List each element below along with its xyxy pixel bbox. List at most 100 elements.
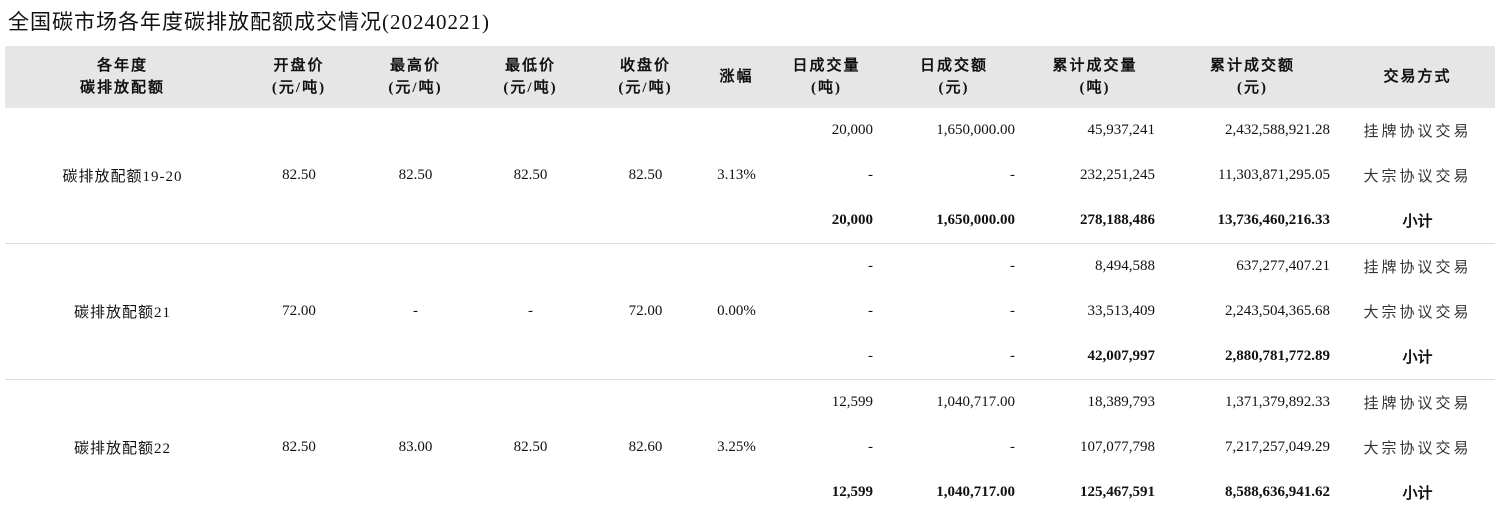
header-line: (元/吨) [358, 77, 473, 99]
header-close-price: 收盘价(元/吨) [588, 46, 703, 108]
header-line: 交易方式 [1340, 66, 1495, 88]
header-line: (元) [1165, 77, 1340, 99]
cumulative-volume: 42,007,997 [1025, 334, 1165, 380]
carbon-trading-table: 各年度碳排放配额开盘价(元/吨)最高价(元/吨)最低价(元/吨)收盘价(元/吨)… [5, 46, 1495, 515]
change-percent: 0.00% [703, 244, 770, 380]
low-price: - [473, 244, 588, 380]
change-percent: 3.25% [703, 380, 770, 515]
header-line: 各年度 [5, 55, 240, 77]
daily-amount: - [883, 289, 1025, 334]
header-line: (元/吨) [473, 77, 588, 99]
daily-amount: 1,040,717.00 [883, 380, 1025, 426]
page-title: 全国碳市场各年度碳排放配额成交情况(20240221) [8, 6, 490, 36]
header-cumulative-volume: 累计成交量(吨) [1025, 46, 1165, 108]
trade-method: 挂牌协议交易 [1340, 108, 1495, 153]
allowance-name: 碳排放配额19-20 [5, 108, 240, 244]
trade-method: 大宗协议交易 [1340, 425, 1495, 470]
allowance-name: 碳排放配额21 [5, 244, 240, 380]
daily-volume: - [770, 153, 883, 198]
cumulative-amount: 1,371,379,892.33 [1165, 380, 1340, 426]
open-price: 82.50 [240, 380, 358, 515]
header-line: (元/吨) [240, 77, 358, 99]
header-trade-method: 交易方式 [1340, 46, 1495, 108]
header-line: 最低价 [473, 55, 588, 77]
daily-volume: - [770, 244, 883, 290]
cumulative-volume: 232,251,245 [1025, 153, 1165, 198]
daily-volume: 12,599 [770, 470, 883, 515]
header-line: (吨) [770, 77, 883, 99]
header-cumulative-amount: 累计成交额(元) [1165, 46, 1340, 108]
daily-amount: 1,650,000.00 [883, 198, 1025, 244]
header-line: 累计成交量 [1025, 55, 1165, 77]
daily-amount: - [883, 334, 1025, 380]
close-price: 82.50 [588, 108, 703, 244]
trade-method: 小计 [1340, 470, 1495, 515]
cumulative-volume: 125,467,591 [1025, 470, 1165, 515]
daily-amount: - [883, 153, 1025, 198]
allowance-name: 碳排放配额22 [5, 380, 240, 515]
change-percent: 3.13% [703, 108, 770, 244]
cumulative-amount: 8,588,636,941.62 [1165, 470, 1340, 515]
trade-method: 挂牌协议交易 [1340, 244, 1495, 290]
cumulative-amount: 2,243,504,365.68 [1165, 289, 1340, 334]
header-line: 日成交量 [770, 55, 883, 77]
trade-method: 大宗协议交易 [1340, 153, 1495, 198]
daily-amount: - [883, 244, 1025, 290]
daily-volume: - [770, 334, 883, 380]
daily-volume: 20,000 [770, 198, 883, 244]
header-row: 各年度碳排放配额开盘价(元/吨)最高价(元/吨)最低价(元/吨)收盘价(元/吨)… [5, 46, 1495, 108]
daily-volume: - [770, 289, 883, 334]
trade-method: 大宗协议交易 [1340, 289, 1495, 334]
low-price: 82.50 [473, 380, 588, 515]
close-price: 72.00 [588, 244, 703, 380]
daily-volume: 12,599 [770, 380, 883, 426]
daily-amount: - [883, 425, 1025, 470]
cumulative-volume: 278,188,486 [1025, 198, 1165, 244]
cumulative-amount: 637,277,407.21 [1165, 244, 1340, 290]
header-line: 最高价 [358, 55, 473, 77]
header-line: 收盘价 [588, 55, 703, 77]
trade-method: 小计 [1340, 334, 1495, 380]
cumulative-amount: 2,880,781,772.89 [1165, 334, 1340, 380]
close-price: 82.60 [588, 380, 703, 515]
header-daily-volume: 日成交量(吨) [770, 46, 883, 108]
header-line: (元) [883, 77, 1025, 99]
header-line: 开盘价 [240, 55, 358, 77]
cumulative-amount: 11,303,871,295.05 [1165, 153, 1340, 198]
high-price: 83.00 [358, 380, 473, 515]
cumulative-volume: 8,494,588 [1025, 244, 1165, 290]
header-high-price: 最高价(元/吨) [358, 46, 473, 108]
header-line: 累计成交额 [1165, 55, 1340, 77]
low-price: 82.50 [473, 108, 588, 244]
daily-amount: 1,650,000.00 [883, 108, 1025, 153]
trade-method: 挂牌协议交易 [1340, 380, 1495, 426]
header-line: 日成交额 [883, 55, 1025, 77]
cumulative-volume: 107,077,798 [1025, 425, 1165, 470]
cumulative-amount: 2,432,588,921.28 [1165, 108, 1340, 153]
header-open-price: 开盘价(元/吨) [240, 46, 358, 108]
high-price: - [358, 244, 473, 380]
daily-volume: 20,000 [770, 108, 883, 153]
header-line: (元/吨) [588, 77, 703, 99]
open-price: 72.00 [240, 244, 358, 380]
cumulative-amount: 13,736,460,216.33 [1165, 198, 1340, 244]
header-daily-amount: 日成交额(元) [883, 46, 1025, 108]
header-year-allowance: 各年度碳排放配额 [5, 46, 240, 108]
cumulative-amount: 7,217,257,049.29 [1165, 425, 1340, 470]
daily-amount: 1,040,717.00 [883, 470, 1025, 515]
open-price: 82.50 [240, 108, 358, 244]
header-line: 碳排放配额 [5, 77, 240, 99]
header-change: 涨幅 [703, 46, 770, 108]
header-low-price: 最低价(元/吨) [473, 46, 588, 108]
header-line: (吨) [1025, 77, 1165, 99]
high-price: 82.50 [358, 108, 473, 244]
trade-method: 小计 [1340, 198, 1495, 244]
daily-volume: - [770, 425, 883, 470]
header-line: 涨幅 [703, 66, 770, 88]
cumulative-volume: 45,937,241 [1025, 108, 1165, 153]
cumulative-volume: 33,513,409 [1025, 289, 1165, 334]
cumulative-volume: 18,389,793 [1025, 380, 1165, 426]
